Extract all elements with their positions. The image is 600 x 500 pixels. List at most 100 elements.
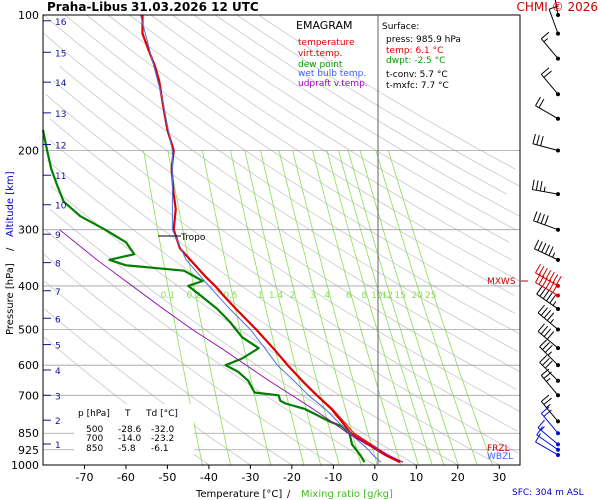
- wind-barb: [554, 0, 560, 17]
- wind-barb-staff: [537, 312, 559, 330]
- sounding-series: [41, 14, 404, 464]
- legend-wet-bulb: wet bulb temp.: [298, 69, 366, 79]
- surface-temp: temp: 6.1 °C: [386, 46, 443, 56]
- legend-dew-point: dew point: [298, 60, 343, 70]
- mixing-ratio-label: 2: [290, 291, 296, 301]
- mixing-ratio-line: [244, 150, 322, 466]
- wind-barb-staff: [554, 0, 559, 16]
- level-table-header-t: T: [124, 409, 131, 419]
- altitude-tick-label: 4: [55, 367, 61, 377]
- level-table-cell: -14.0: [118, 434, 142, 444]
- wind-barb-feather: [537, 241, 543, 251]
- series-udpraft-v-temp-: [59, 229, 404, 463]
- mixing-ratio-line: [359, 150, 459, 466]
- wind-barb-feather: [540, 406, 550, 414]
- wind-barb: [540, 31, 560, 61]
- wind-barb-staff: [537, 427, 559, 445]
- mixing-ratio-line: [338, 150, 433, 466]
- dry-adiabat: [43, 14, 519, 334]
- wind-barb-feather: [533, 239, 540, 250]
- altitude-tick-label: 14: [55, 79, 67, 89]
- wind-barb-feather: [542, 342, 550, 350]
- mixing-ratio-label: 15: [394, 291, 405, 301]
- altitude-tick-label: 15: [55, 49, 66, 59]
- wind-barb: [540, 394, 560, 424]
- wind-barb-staff: [534, 248, 559, 261]
- wind-barb: [535, 264, 562, 288]
- wind-barb-feather: [549, 294, 556, 304]
- plot-frame: [42, 14, 521, 466]
- mixing-ratio-label: 1: [258, 291, 264, 301]
- wind-barb-staff: [535, 105, 559, 120]
- frzl-label: FRZL: [487, 444, 510, 454]
- level-table-cell: -23.2: [151, 434, 174, 444]
- altitude-tick-label: 7: [55, 288, 61, 298]
- wind-barb: [537, 419, 560, 447]
- dry-adiabat: [129, 14, 512, 261]
- wind-barb-feather: [543, 397, 552, 405]
- mixing-ratio-label: 4: [324, 291, 330, 301]
- altitude-tick-label: 3: [55, 392, 61, 402]
- temperature-tick-label: 0: [371, 471, 378, 484]
- wind-barb: [533, 211, 560, 232]
- dry-adiabat: [150, 14, 510, 243]
- wind-barb-feather: [538, 266, 545, 276]
- wind-barb-half-feather: [546, 377, 551, 382]
- temperature-tick-label: -60: [117, 471, 135, 484]
- surface-box: Surface: press: 985.9 hPa temp: 6.1 °C d…: [380, 17, 470, 93]
- pressure-tick-label: 100: [18, 9, 39, 22]
- wind-barb-feather: [539, 287, 547, 297]
- wind-barb-feather: [555, 276, 562, 286]
- wind-barb-feather: [548, 272, 555, 282]
- level-table-header-p: p [hPa]: [78, 409, 110, 419]
- wind-barb-feather: [543, 309, 552, 319]
- altitude-tick-label: 8: [55, 260, 61, 270]
- wind-barb: [536, 426, 560, 452]
- altitude-tick-label: 9: [55, 231, 61, 241]
- wind-barb-staff: [535, 272, 559, 287]
- wind-barb-half-feather: [543, 186, 546, 192]
- copyright: CHMI © 2026: [517, 0, 598, 14]
- pressure-tick-label: 700: [18, 389, 39, 402]
- x-axis-title-temperature: Temperature [°C]: [195, 489, 282, 500]
- dry-adiabat: [44, 308, 251, 466]
- temperature-tick-label: -50: [158, 471, 176, 484]
- temperature-tick-label: -10: [324, 471, 342, 484]
- wind-barb-feather: [536, 212, 542, 223]
- wind-barb-feather: [531, 179, 535, 190]
- wind-barb-feather: [533, 211, 538, 221]
- wind-barb-feather: [546, 331, 555, 340]
- mixing-ratio-label: 8: [362, 291, 368, 301]
- wind-barb-feather: [537, 419, 545, 429]
- pressure-tick-label: 200: [18, 144, 39, 157]
- wind-barb: [539, 339, 560, 368]
- altitude-tick-label: 1: [55, 441, 61, 451]
- level-table-cell: -5.8: [118, 444, 136, 454]
- level-table-cell: 700: [86, 434, 103, 444]
- dry-adiabat: [43, 253, 334, 466]
- y-axis-title-pressure: Pressure [hPa]: [5, 263, 16, 335]
- mixing-ratio-label: 6: [346, 291, 352, 301]
- dry-adiabat: [44, 229, 376, 466]
- wind-barb-feather: [535, 180, 539, 191]
- temperature-tick-label: -40: [200, 471, 218, 484]
- y-axis-title-sep: /: [5, 247, 16, 251]
- altitude-tick-label: 6: [55, 315, 61, 325]
- pressure-tick-label: 850: [18, 427, 39, 440]
- temperature-tick-label: -70: [75, 471, 93, 484]
- surface-dwpt: dwpt: -2.5 °C: [386, 56, 445, 66]
- wind-barb: [539, 355, 560, 383]
- wind-barb-staff: [532, 143, 559, 151]
- level-table-cell: -32.0: [151, 425, 175, 435]
- surface-title: Surface:: [382, 22, 419, 32]
- wind-barb-feather: [537, 304, 545, 314]
- wind-barb-feather: [544, 360, 553, 369]
- wind-barb-feather: [538, 98, 545, 108]
- level-table: p [hPa] T Td [°C] 500 -28.6 -32.0 700 -1…: [74, 404, 194, 454]
- dry-adiabat: [49, 208, 417, 466]
- legend-virt-temp: virt.temp.: [298, 49, 342, 59]
- wind-barb-feather: [545, 270, 552, 280]
- wind-barb-feather: [548, 246, 554, 256]
- wind-barb-feather: [541, 268, 548, 278]
- temperature-tick-label: -20: [283, 471, 301, 484]
